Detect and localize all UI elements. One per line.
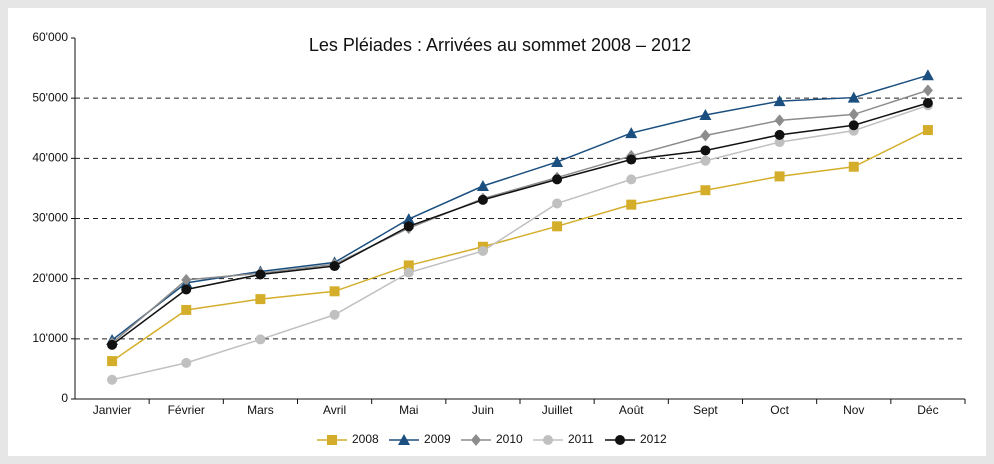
- data-point: [626, 174, 637, 185]
- data-point: [551, 155, 564, 167]
- x-tick-label: Mai: [399, 403, 418, 417]
- x-tick-label: Février: [168, 403, 205, 417]
- data-point: [922, 125, 933, 136]
- data-point: [552, 198, 563, 209]
- data-point: [700, 129, 711, 142]
- data-point: [329, 261, 340, 272]
- data-point: [848, 108, 859, 121]
- legend-marker: [543, 435, 553, 445]
- data-point: [922, 84, 933, 97]
- data-point: [181, 273, 192, 286]
- y-tick-label: 50'000: [32, 90, 68, 104]
- x-tick-label: Janvier: [93, 403, 132, 417]
- data-point: [700, 185, 711, 196]
- x-tick-label: Déc: [917, 403, 938, 417]
- legend-label: 2009: [424, 432, 451, 446]
- series-line: [111, 129, 929, 362]
- data-point: [700, 145, 711, 156]
- data-point: [699, 109, 712, 121]
- data-point: [774, 129, 785, 140]
- x-tick-label: Nov: [843, 403, 864, 417]
- legend-label: 2011: [568, 432, 594, 446]
- legend-label: 2008: [352, 432, 379, 446]
- y-tick-label: 60'000: [32, 30, 68, 44]
- y-tick-label: 20'000: [32, 271, 68, 285]
- data-point: [107, 374, 118, 385]
- panel: [8, 8, 986, 456]
- legend-marker: [327, 435, 337, 445]
- data-point: [255, 294, 266, 305]
- legend-marker: [471, 434, 481, 446]
- legend-label: 2010: [496, 432, 523, 446]
- data-point: [403, 267, 414, 278]
- data-point: [552, 174, 563, 185]
- legend-marker: [398, 434, 410, 445]
- x-tick-label: Juillet: [542, 403, 573, 417]
- data-point: [921, 69, 934, 81]
- data-point: [552, 221, 563, 232]
- series-line: [111, 89, 929, 344]
- data-point: [329, 286, 340, 297]
- data-point: [329, 309, 340, 320]
- data-point: [773, 95, 786, 107]
- data-point: [477, 245, 488, 256]
- data-point: [847, 91, 860, 103]
- series-line: [111, 104, 929, 381]
- data-point: [848, 161, 859, 172]
- series-line: [111, 74, 929, 341]
- data-point: [402, 213, 415, 225]
- x-tick-label: Juin: [472, 403, 494, 417]
- data-point: [774, 114, 785, 127]
- data-point: [255, 269, 266, 280]
- x-tick-label: Mars: [247, 403, 274, 417]
- data-point: [181, 357, 192, 368]
- data-point: [403, 260, 414, 271]
- data-point: [774, 171, 785, 182]
- data-point: [476, 180, 489, 192]
- y-tick-label: 30'000: [32, 211, 68, 225]
- legend-label: 2012: [640, 432, 667, 446]
- y-tick-label: 10'000: [32, 331, 68, 345]
- data-point: [181, 284, 192, 295]
- data-point: [107, 339, 118, 350]
- legend-marker: [615, 435, 625, 445]
- x-tick-label: Avril: [323, 403, 346, 417]
- data-point: [107, 356, 118, 367]
- series-line: [111, 102, 929, 346]
- data-point: [477, 194, 488, 205]
- data-point: [181, 304, 192, 315]
- chart-title: Les Pléiades : Arrivées au sommet 2008 –…: [309, 35, 691, 55]
- data-point: [403, 221, 414, 232]
- data-point: [774, 137, 785, 148]
- y-tick-label: 0: [61, 391, 68, 405]
- x-tick-label: Sept: [693, 403, 718, 417]
- data-point: [700, 155, 711, 166]
- data-point: [625, 127, 638, 139]
- x-tick-label: Août: [619, 403, 644, 417]
- data-point: [626, 154, 637, 165]
- data-point: [922, 97, 933, 108]
- data-point: [626, 199, 637, 210]
- data-point: [848, 120, 859, 131]
- y-tick-label: 40'000: [32, 151, 68, 165]
- x-tick-label: Oct: [770, 403, 789, 417]
- data-point: [255, 334, 266, 345]
